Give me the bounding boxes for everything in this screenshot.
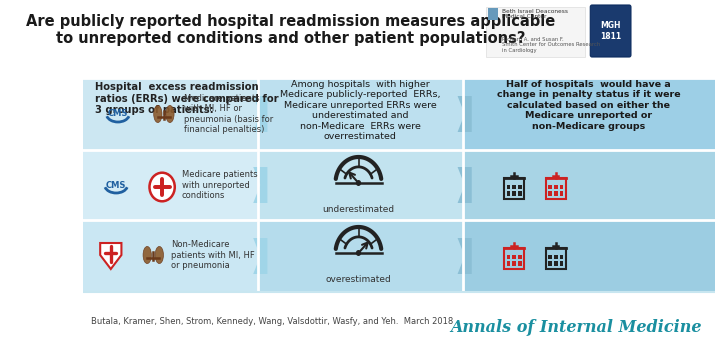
Text: MGH
1811: MGH 1811	[600, 21, 621, 41]
Text: Hospital  excess readmission
ratios (ERRs) were compared for
3 groups of patient: Hospital excess readmission ratios (ERRs…	[95, 82, 279, 115]
Polygon shape	[458, 238, 472, 274]
Polygon shape	[554, 185, 558, 189]
Polygon shape	[463, 150, 715, 220]
Text: Are publicly reported hospital readmission measures applicable
to unreported con: Are publicly reported hospital readmissi…	[26, 14, 555, 46]
Polygon shape	[513, 255, 516, 259]
Polygon shape	[560, 255, 563, 259]
FancyBboxPatch shape	[486, 7, 585, 57]
Text: Richard A. and Susan F.
Smith Center for Outcomes Research
in Cardiology: Richard A. and Susan F. Smith Center for…	[502, 37, 600, 53]
Ellipse shape	[154, 105, 162, 122]
Text: underestimated: underestimated	[322, 204, 395, 214]
Polygon shape	[560, 261, 563, 266]
Polygon shape	[560, 191, 563, 196]
Polygon shape	[463, 78, 715, 150]
Text: Half of hospitals  would have a
change in penalty status if it were
calculated b: Half of hospitals would have a change in…	[497, 80, 680, 131]
Circle shape	[149, 173, 174, 201]
Polygon shape	[463, 220, 715, 292]
Polygon shape	[458, 96, 472, 132]
Polygon shape	[560, 185, 563, 189]
Text: Non-Medicare
patients with MI, HF
or pneumonia: Non-Medicare patients with MI, HF or pne…	[171, 240, 255, 270]
Text: Butala, Kramer, Shen, Strom, Kennedy, Wang, Valsdottir, Wasfy, and Yeh.  March 2: Butala, Kramer, Shen, Strom, Kennedy, Wa…	[92, 316, 453, 326]
Polygon shape	[518, 261, 522, 266]
Polygon shape	[458, 167, 472, 203]
Text: CMS: CMS	[106, 181, 127, 189]
Polygon shape	[253, 167, 267, 203]
FancyBboxPatch shape	[591, 5, 631, 57]
Polygon shape	[548, 191, 552, 196]
Text: overestimated: overestimated	[325, 274, 391, 284]
Circle shape	[356, 180, 361, 186]
Polygon shape	[548, 255, 552, 259]
Polygon shape	[82, 220, 257, 292]
Polygon shape	[518, 255, 522, 259]
Polygon shape	[548, 261, 552, 266]
Polygon shape	[253, 96, 267, 132]
Polygon shape	[100, 243, 122, 269]
Polygon shape	[82, 292, 715, 350]
Polygon shape	[507, 255, 510, 259]
Ellipse shape	[155, 246, 164, 264]
Polygon shape	[82, 78, 257, 150]
Text: CMS: CMS	[108, 110, 128, 119]
Polygon shape	[507, 185, 510, 189]
Text: Among hospitals  with higher
Medicare publicly-reported  ERRs,
Medicare unreport: Among hospitals with higher Medicare pub…	[280, 80, 440, 141]
Polygon shape	[554, 255, 558, 259]
Polygon shape	[513, 191, 516, 196]
Polygon shape	[82, 150, 257, 220]
Polygon shape	[488, 8, 498, 20]
Polygon shape	[518, 191, 522, 196]
Polygon shape	[554, 261, 558, 266]
Text: Medicare patients
with unreported
conditions: Medicare patients with unreported condit…	[182, 170, 257, 200]
Polygon shape	[257, 220, 463, 292]
Polygon shape	[253, 238, 267, 274]
Polygon shape	[554, 191, 558, 196]
Polygon shape	[82, 0, 715, 78]
Ellipse shape	[166, 105, 174, 122]
Ellipse shape	[143, 246, 152, 264]
Polygon shape	[548, 185, 552, 189]
Polygon shape	[257, 78, 463, 150]
Polygon shape	[518, 185, 522, 189]
Polygon shape	[257, 150, 463, 220]
Circle shape	[356, 250, 361, 256]
Polygon shape	[513, 185, 516, 189]
Text: Medicare patients
with MI, HF or
pneumonia (basis for
financial penalties): Medicare patients with MI, HF or pneumon…	[184, 94, 273, 134]
Polygon shape	[513, 261, 516, 266]
Text: Annals of Internal Medicine: Annals of Internal Medicine	[450, 320, 701, 336]
Polygon shape	[507, 261, 510, 266]
Polygon shape	[507, 191, 510, 196]
Text: Beth Israel Deaconess
Medical Center: Beth Israel Deaconess Medical Center	[502, 9, 568, 19]
